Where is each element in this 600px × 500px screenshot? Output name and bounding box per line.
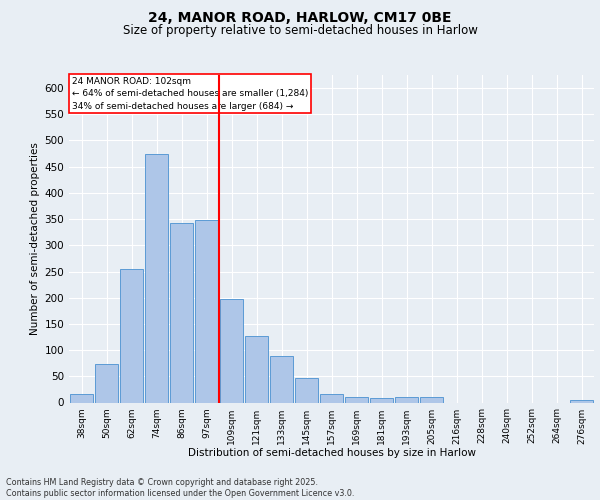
Bar	[70, 394, 93, 402]
Bar	[270, 356, 293, 403]
Text: Contains HM Land Registry data © Crown copyright and database right 2025.
Contai: Contains HM Land Registry data © Crown c…	[6, 478, 355, 498]
Bar	[320, 394, 343, 402]
Text: 24 MANOR ROAD: 102sqm
← 64% of semi-detached houses are smaller (1,284)
34% of s: 24 MANOR ROAD: 102sqm ← 64% of semi-deta…	[71, 76, 308, 110]
Text: Size of property relative to semi-detached houses in Harlow: Size of property relative to semi-detach…	[122, 24, 478, 37]
Bar	[220, 300, 243, 403]
X-axis label: Distribution of semi-detached houses by size in Harlow: Distribution of semi-detached houses by …	[187, 448, 476, 458]
Bar	[345, 398, 368, 402]
Bar	[295, 378, 318, 402]
Bar	[420, 398, 443, 402]
Bar	[95, 364, 118, 403]
Bar	[195, 220, 218, 402]
Bar	[120, 269, 143, 402]
Text: 24, MANOR ROAD, HARLOW, CM17 0BE: 24, MANOR ROAD, HARLOW, CM17 0BE	[148, 11, 452, 25]
Bar	[570, 400, 593, 402]
Bar	[370, 398, 393, 402]
Bar	[245, 336, 268, 402]
Bar	[145, 154, 168, 402]
Bar	[170, 223, 193, 402]
Bar	[395, 398, 418, 402]
Y-axis label: Number of semi-detached properties: Number of semi-detached properties	[30, 142, 40, 335]
